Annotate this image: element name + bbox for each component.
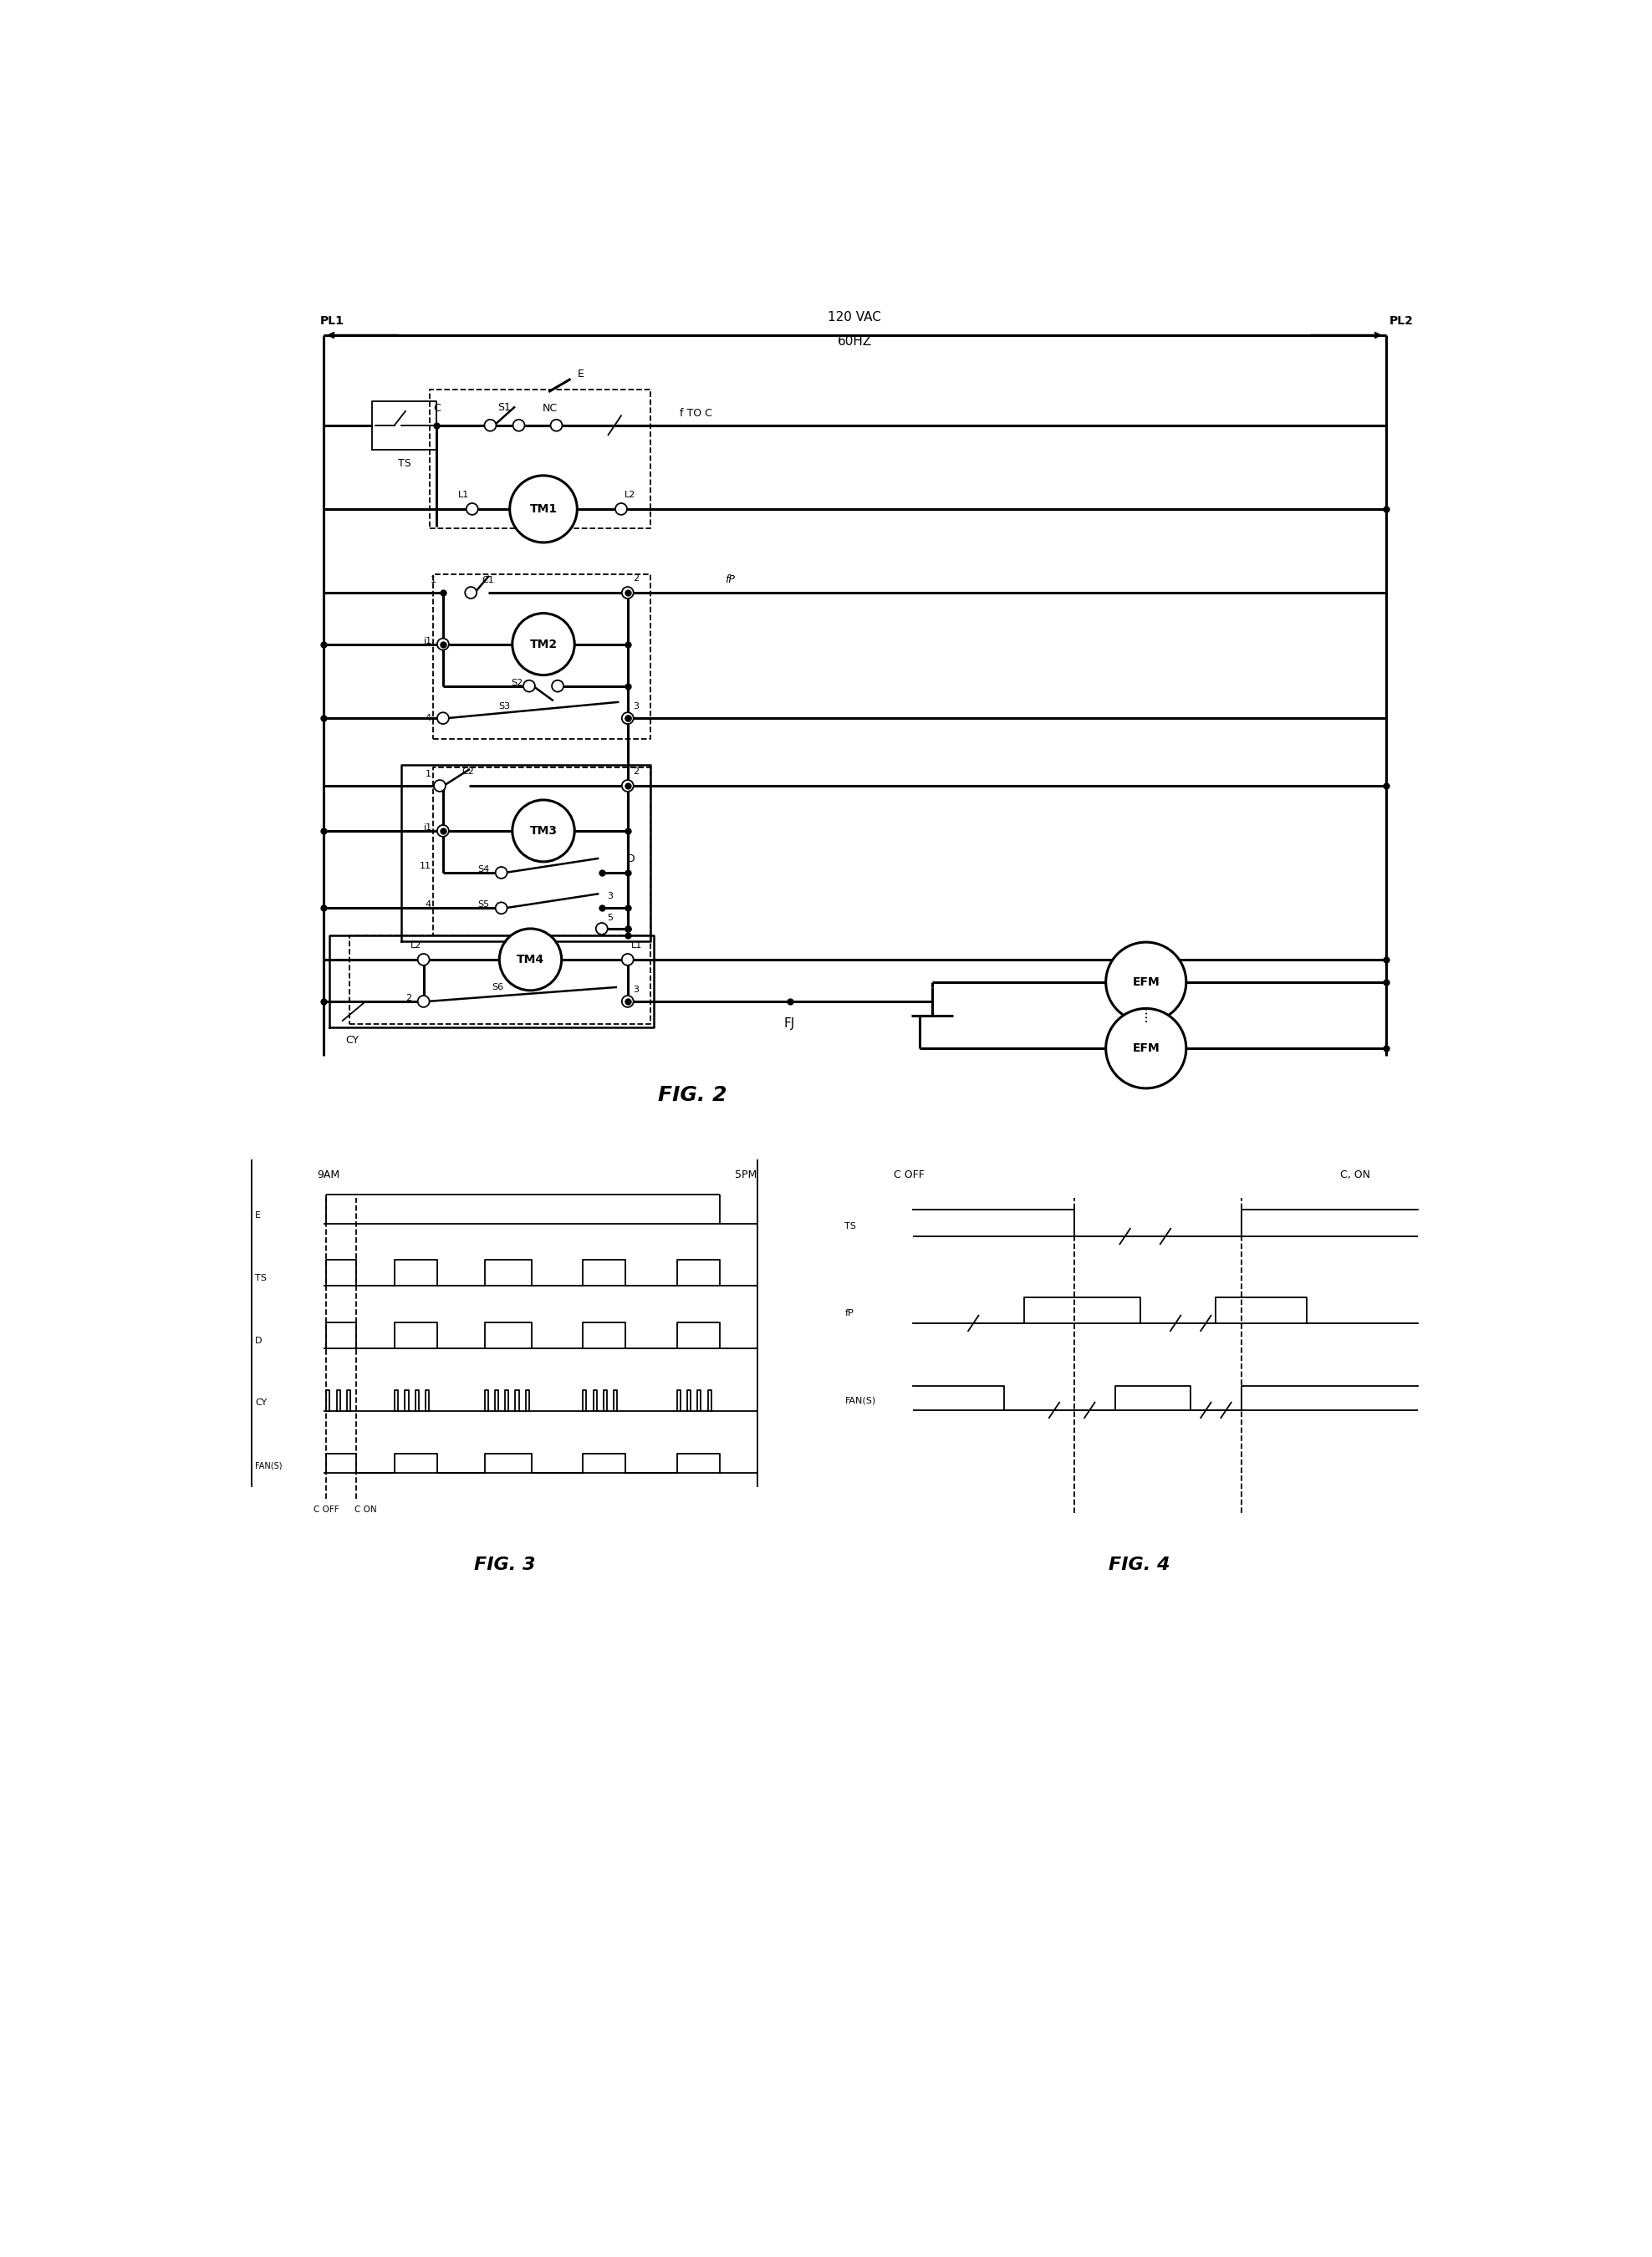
Circle shape bbox=[484, 420, 496, 431]
Text: TM4: TM4 bbox=[517, 955, 544, 966]
Circle shape bbox=[621, 587, 633, 598]
Circle shape bbox=[550, 420, 562, 431]
Text: fP: fP bbox=[725, 573, 735, 585]
Circle shape bbox=[552, 679, 563, 693]
Text: S1: S1 bbox=[497, 402, 510, 413]
Text: 5: 5 bbox=[606, 914, 613, 921]
Text: 4: 4 bbox=[425, 901, 431, 910]
Circle shape bbox=[510, 476, 577, 542]
Text: FAN(S): FAN(S) bbox=[844, 1397, 876, 1404]
Text: 4: 4 bbox=[425, 713, 431, 722]
Text: L2: L2 bbox=[410, 941, 421, 950]
Text: S5: S5 bbox=[477, 901, 489, 910]
Text: 3: 3 bbox=[633, 986, 639, 993]
Text: PL1: PL1 bbox=[320, 316, 344, 327]
Text: NC: NC bbox=[542, 402, 557, 413]
Text: TS: TS bbox=[844, 1223, 856, 1230]
Text: 1: 1 bbox=[431, 576, 436, 585]
Text: C2: C2 bbox=[461, 767, 474, 776]
Circle shape bbox=[466, 503, 477, 515]
Text: FJ: FJ bbox=[785, 1018, 795, 1029]
Text: PL2: PL2 bbox=[1389, 316, 1412, 327]
Text: FAN(S): FAN(S) bbox=[254, 1460, 282, 1469]
Text: EFM: EFM bbox=[1132, 1043, 1160, 1054]
Text: 60HZ: 60HZ bbox=[838, 336, 872, 348]
Text: FIG. 2: FIG. 2 bbox=[657, 1086, 727, 1104]
Text: 1: 1 bbox=[426, 770, 431, 779]
Text: C ON: C ON bbox=[355, 1505, 377, 1514]
Circle shape bbox=[438, 826, 449, 837]
Text: L2: L2 bbox=[624, 490, 636, 499]
Text: S4: S4 bbox=[477, 864, 489, 873]
Circle shape bbox=[615, 503, 628, 515]
Circle shape bbox=[418, 955, 430, 966]
Text: j1: j1 bbox=[423, 824, 431, 833]
Text: EFM: EFM bbox=[1132, 977, 1160, 989]
Text: C1: C1 bbox=[482, 576, 494, 585]
Text: FIG. 3: FIG. 3 bbox=[474, 1557, 535, 1573]
Text: 9AM: 9AM bbox=[317, 1169, 339, 1180]
Text: 2: 2 bbox=[633, 767, 639, 776]
Text: j1: j1 bbox=[423, 636, 431, 646]
Text: L1: L1 bbox=[631, 941, 643, 950]
Circle shape bbox=[621, 995, 633, 1007]
Text: 2: 2 bbox=[633, 573, 639, 582]
Circle shape bbox=[621, 955, 633, 966]
Circle shape bbox=[434, 781, 446, 792]
Text: 3: 3 bbox=[606, 892, 613, 901]
Text: TM2: TM2 bbox=[530, 639, 557, 650]
Circle shape bbox=[438, 713, 449, 724]
Circle shape bbox=[524, 679, 535, 693]
Text: 120 VAC: 120 VAC bbox=[828, 311, 881, 323]
Circle shape bbox=[596, 923, 608, 934]
Text: TS: TS bbox=[254, 1273, 266, 1282]
Text: fP: fP bbox=[844, 1309, 854, 1318]
Circle shape bbox=[512, 614, 575, 675]
Text: TM3: TM3 bbox=[530, 826, 557, 837]
Text: C OFF: C OFF bbox=[894, 1169, 923, 1180]
Text: TS: TS bbox=[398, 458, 411, 469]
Text: C OFF: C OFF bbox=[314, 1505, 339, 1514]
Text: D: D bbox=[626, 853, 634, 864]
Text: TM1: TM1 bbox=[530, 503, 557, 515]
Text: 2: 2 bbox=[406, 993, 411, 1002]
Circle shape bbox=[496, 867, 507, 878]
Circle shape bbox=[438, 639, 449, 650]
Text: f TO C: f TO C bbox=[679, 409, 712, 420]
Circle shape bbox=[621, 781, 633, 792]
Text: C, ON: C, ON bbox=[1340, 1169, 1371, 1180]
Text: 11: 11 bbox=[420, 862, 431, 871]
Text: D: D bbox=[254, 1336, 263, 1345]
Text: S3: S3 bbox=[499, 702, 510, 711]
Circle shape bbox=[418, 995, 430, 1007]
Text: E: E bbox=[254, 1212, 261, 1221]
Text: CY: CY bbox=[254, 1399, 268, 1406]
Text: CY: CY bbox=[345, 1034, 358, 1045]
Circle shape bbox=[1105, 1009, 1186, 1088]
Circle shape bbox=[496, 903, 507, 914]
Circle shape bbox=[514, 420, 525, 431]
Text: S6: S6 bbox=[492, 984, 504, 991]
Text: C: C bbox=[433, 402, 439, 413]
Text: FIG. 4: FIG. 4 bbox=[1108, 1557, 1170, 1573]
Circle shape bbox=[1105, 941, 1186, 1022]
Text: S2: S2 bbox=[510, 679, 522, 686]
Text: 5PM: 5PM bbox=[735, 1169, 757, 1180]
Text: L1: L1 bbox=[458, 490, 469, 499]
Text: 3: 3 bbox=[633, 702, 639, 711]
Circle shape bbox=[512, 799, 575, 862]
Text: E: E bbox=[578, 368, 585, 379]
Circle shape bbox=[621, 713, 633, 724]
Circle shape bbox=[464, 587, 477, 598]
Circle shape bbox=[499, 928, 562, 991]
